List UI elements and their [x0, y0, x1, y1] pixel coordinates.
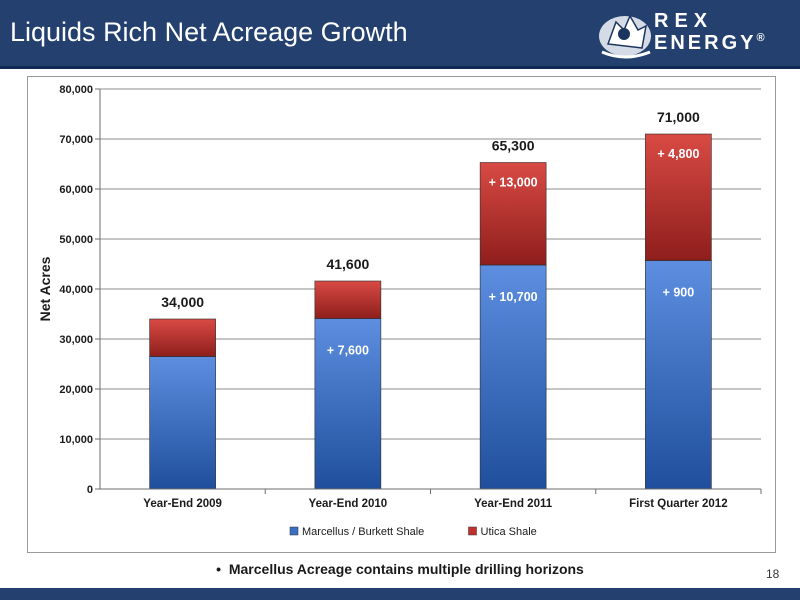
slide-footer	[0, 588, 800, 600]
marcellus-increase-label: + 10,700	[489, 290, 538, 304]
rex-energy-logo: REX ENERGY®	[594, 4, 794, 62]
bar-utica	[314, 280, 382, 319]
logo-word-rex: REX	[654, 10, 714, 32]
marcellus-increase-label: + 900	[663, 286, 695, 300]
utica-increase-label: + 13,000	[489, 176, 538, 190]
marcellus-increase-label: + 7,600	[327, 344, 369, 358]
bar-total-label: 71,000	[657, 109, 700, 125]
chart-frame: 34,000 + 7,600 41,600 + 10,700 + 13,000 65,30…	[27, 76, 776, 553]
y-tick-label: 20,000	[59, 384, 93, 396]
legend-swatch-marcellus	[289, 526, 299, 536]
y-tick-label: 70,000	[59, 134, 93, 146]
y-axis-title: Net Acres	[37, 256, 53, 321]
slide-header: Liquids Rich Net Acreage Growth REX ENER…	[0, 0, 800, 66]
bar-utica	[479, 162, 547, 266]
bar-marcellus	[149, 356, 216, 490]
y-tick-label: 60,000	[59, 184, 93, 196]
y-tick-label: 80,000	[59, 84, 93, 96]
slide-bullet: • Marcellus Acreage contains multiple dr…	[216, 561, 584, 577]
bar-marcellus	[479, 264, 547, 490]
x-tick-label: First Quarter 2012	[629, 498, 727, 510]
utica-increase-label: + 4,800	[657, 147, 699, 161]
acreage-chart: 34,000 + 7,600 41,600 + 10,700 + 13,000 65,30…	[37, 84, 762, 538]
y-tick-label: 40,000	[59, 284, 93, 296]
bar-total-label: 41,600	[326, 256, 369, 272]
y-tick-label: 0	[87, 484, 93, 496]
header-rule	[0, 66, 800, 69]
slide-title: Liquids Rich Net Acreage Growth	[10, 17, 408, 47]
y-tick-label: 10,000	[59, 434, 93, 446]
legend-swatch-utica	[468, 526, 477, 536]
bar-utica	[645, 133, 712, 261]
bar-total-label: 34,000	[161, 294, 204, 310]
page-number: 18	[766, 567, 780, 581]
bar-marcellus	[645, 260, 712, 490]
lion-emblem-icon	[599, 14, 651, 59]
legend-label-marcellus: Marcellus / Burkett Shale	[302, 526, 424, 538]
x-tick-label: Year-End 2010	[309, 498, 388, 510]
y-tick-label: 30,000	[59, 334, 93, 346]
logo-word-energy: ENERGY®	[654, 32, 765, 54]
y-tick-label: 50,000	[59, 234, 93, 246]
bar-utica	[149, 318, 216, 357]
bar-total-label: 65,300	[492, 138, 535, 154]
x-tick-label: Year-End 2011	[474, 498, 553, 510]
registered-mark: ®	[756, 32, 765, 44]
x-tick-label: Year-End 2009	[143, 498, 222, 510]
legend-label-utica: Utica Shale	[481, 526, 537, 538]
